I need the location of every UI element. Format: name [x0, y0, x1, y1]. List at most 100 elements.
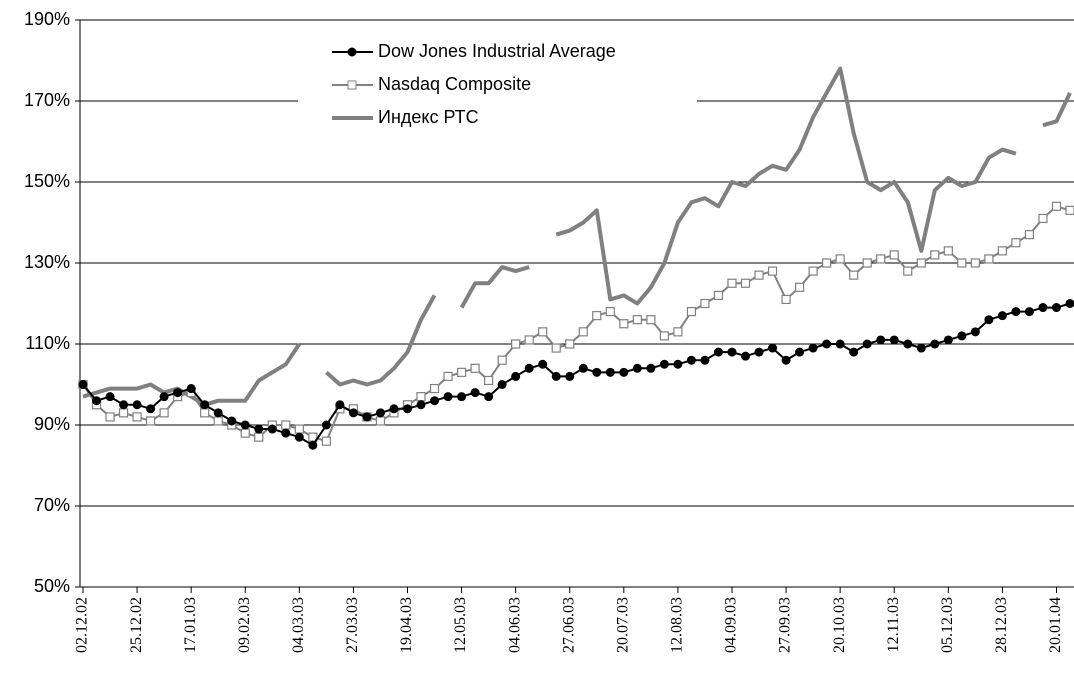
point [497, 355, 507, 365]
x-tick-label: 27.06.03 [560, 597, 577, 653]
point [659, 359, 669, 369]
point [321, 436, 331, 446]
point [889, 335, 899, 345]
point [281, 428, 291, 438]
series-line [1042, 92, 1072, 128]
point [416, 400, 426, 410]
point [646, 363, 656, 373]
point [213, 416, 223, 426]
point [957, 258, 967, 268]
point [118, 408, 129, 418]
point [727, 278, 737, 288]
point [497, 380, 507, 389]
point [551, 343, 561, 353]
point [1024, 230, 1035, 240]
point [173, 388, 183, 398]
point [200, 400, 210, 410]
point [619, 367, 629, 377]
point [321, 420, 331, 430]
x-tick-label: 27.03.03 [344, 597, 361, 653]
point [673, 359, 683, 369]
point [835, 254, 845, 264]
point [686, 355, 696, 365]
point [484, 375, 494, 386]
point [605, 307, 615, 317]
point [375, 416, 386, 426]
point [808, 343, 818, 353]
point [1024, 307, 1034, 317]
series-line [325, 294, 437, 387]
point [294, 424, 304, 434]
point [1038, 213, 1048, 224]
point [1051, 303, 1061, 313]
point [970, 258, 980, 268]
x-tick-label: 27.09.03 [777, 597, 794, 653]
point [767, 266, 778, 276]
point [524, 335, 534, 345]
point [889, 250, 899, 260]
point [227, 416, 237, 426]
point [430, 396, 440, 406]
point [686, 307, 697, 317]
point [876, 335, 886, 345]
point [457, 392, 467, 402]
point [619, 319, 629, 329]
point [524, 363, 534, 373]
point [335, 400, 345, 410]
point [970, 327, 980, 337]
point [713, 347, 723, 357]
point [511, 371, 521, 381]
x-tick-label: 09.02.03 [236, 597, 253, 653]
point [578, 327, 588, 337]
point [646, 315, 656, 325]
point [443, 392, 453, 402]
point [308, 440, 318, 450]
x-tick-label: 04.06.03 [506, 597, 523, 653]
point [822, 339, 832, 349]
point [916, 258, 926, 268]
point [930, 339, 940, 349]
point [78, 380, 88, 389]
point [186, 384, 196, 394]
point [105, 392, 115, 402]
point [281, 420, 291, 430]
point [159, 392, 169, 402]
legend-marker [347, 80, 357, 90]
point [240, 428, 250, 438]
point [835, 339, 845, 349]
point [795, 347, 805, 357]
y-tick-label: 50% [34, 576, 70, 596]
point [200, 408, 210, 418]
point [470, 363, 480, 373]
point [511, 339, 521, 349]
point [700, 298, 710, 309]
point [713, 290, 724, 300]
y-tick-label: 110% [25, 333, 70, 353]
x-tick-label: 04.09.03 [723, 597, 740, 653]
point [943, 335, 953, 345]
point [105, 412, 115, 422]
point [903, 339, 913, 349]
point [754, 270, 764, 280]
point [632, 363, 642, 373]
x-tick-label: 19.04.03 [398, 597, 415, 653]
point [146, 404, 156, 414]
series-line [459, 265, 530, 309]
point [1011, 238, 1021, 248]
point [375, 408, 385, 418]
legend-label: Dow Jones Industrial Average [378, 41, 616, 61]
point [159, 408, 169, 418]
point [1038, 303, 1048, 313]
point [632, 315, 642, 325]
x-tick-label: 12.05.03 [452, 597, 469, 653]
legend-label: Индекс РТС [378, 107, 479, 127]
point [605, 367, 615, 377]
point [565, 371, 575, 381]
legend-marker [347, 47, 357, 57]
point [1065, 205, 1074, 215]
x-tick-label: 20.07.03 [614, 597, 631, 653]
point [146, 416, 156, 426]
point [538, 359, 548, 369]
point [1065, 299, 1074, 308]
point [240, 420, 250, 430]
